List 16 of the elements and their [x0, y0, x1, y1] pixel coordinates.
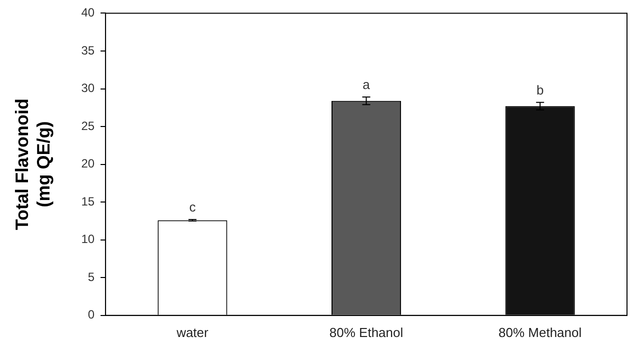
y-tick-label: 5 — [88, 270, 95, 284]
y-tick-label: 35 — [81, 43, 95, 58]
y-tick-label: 0 — [88, 308, 95, 322]
annotation: a — [362, 77, 371, 92]
y-tick-label: 25 — [81, 118, 95, 133]
y-tick-label: 40 — [81, 6, 95, 20]
y-tick-label: 20 — [81, 156, 95, 171]
x-tick-label: 80% Methanol — [498, 324, 582, 340]
y-tick-label: 30 — [81, 81, 95, 96]
y-tick-label: 15 — [81, 194, 95, 208]
x-tick-label: 80% Ethanol — [329, 324, 404, 340]
y-axis-title: Total Flavonoid (mg QE/g) — [12, 98, 54, 230]
y-tick-label: 10 — [81, 232, 95, 246]
annotation: c — [189, 200, 196, 215]
x-tick-label: water — [176, 324, 210, 340]
annotation: b — [536, 82, 544, 98]
